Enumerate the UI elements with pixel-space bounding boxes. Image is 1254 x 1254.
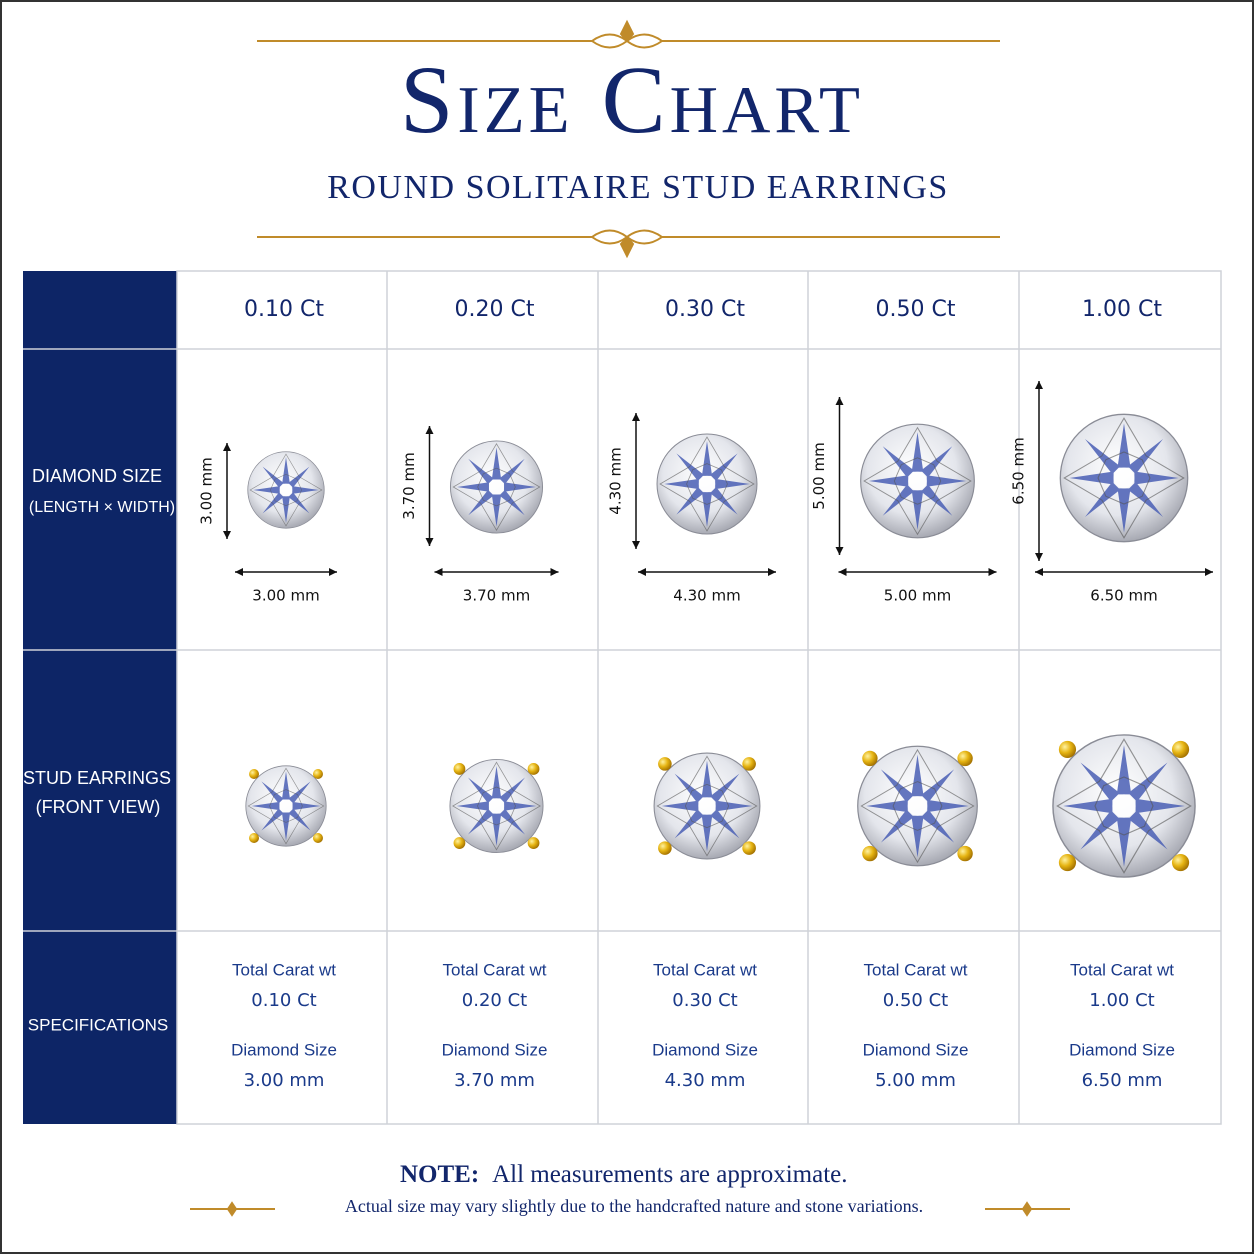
prong — [957, 845, 973, 862]
spec-value: 5.00 mm — [875, 1070, 956, 1091]
diamond — [449, 440, 544, 534]
column-header: 0.30 Ct — [665, 297, 745, 322]
stud-diamond — [1052, 734, 1196, 878]
spec-value: 0.30 Ct — [672, 990, 737, 1011]
diamond — [247, 451, 325, 529]
prong — [312, 769, 323, 780]
column-header: 0.20 Ct — [455, 297, 535, 322]
width-label: 5.00 mm — [884, 587, 951, 605]
height-label: 4.30 mm — [607, 447, 625, 514]
prong — [1171, 853, 1190, 872]
spec-value: 0.20 Ct — [462, 990, 527, 1011]
width-label: 3.00 mm — [252, 587, 319, 605]
diamond — [1059, 413, 1189, 543]
prong — [453, 763, 466, 775]
prong — [957, 750, 973, 767]
width-label: 4.30 mm — [673, 587, 740, 605]
prong — [527, 837, 540, 849]
spec-label: Diamond Size — [1069, 1040, 1175, 1059]
label-column — [23, 271, 177, 1124]
prong — [862, 750, 878, 767]
column-header: 0.50 Ct — [876, 297, 956, 322]
stud-diamond — [653, 752, 761, 860]
width-label: 6.50 mm — [1090, 587, 1157, 605]
spec-value: 0.10 Ct — [251, 990, 316, 1011]
prong — [742, 841, 756, 855]
diamond — [656, 433, 758, 535]
prong — [862, 845, 878, 862]
row-label: DIAMOND SIZE — [32, 466, 162, 486]
spec-label: Total Carat wt — [1070, 960, 1174, 979]
spec-label: Diamond Size — [863, 1040, 969, 1059]
column-header: 1.00 Ct — [1082, 297, 1162, 322]
row-label: SPECIFICATIONS — [28, 1015, 168, 1034]
prong — [453, 837, 466, 849]
prong — [249, 832, 260, 843]
height-label: 3.00 mm — [198, 457, 216, 524]
note-label: NOTE: — [400, 1161, 479, 1188]
spec-value: 0.50 Ct — [883, 990, 948, 1011]
note-ornament — [190, 1201, 1070, 1217]
spec-value: 3.00 mm — [244, 1070, 325, 1091]
prong — [1058, 740, 1077, 759]
prong — [1058, 853, 1077, 872]
top-ornament — [257, 19, 1000, 259]
spec-value: 4.30 mm — [665, 1070, 746, 1091]
spec-label: Total Carat wt — [232, 960, 336, 979]
prong — [658, 841, 672, 855]
row-label: STUD EARRINGS — [23, 768, 171, 788]
column-header: 0.10 Ct — [244, 297, 324, 322]
height-label: 6.50 mm — [1010, 437, 1028, 504]
subtitle: ROUND SOLITAIRE STUD EARRINGS — [327, 169, 949, 206]
height-label: 3.70 mm — [400, 452, 418, 519]
size-table: DIAMOND SIZE (LENGTH × WIDTH) STUD EARRI… — [23, 270, 1222, 1125]
spec-label: Total Carat wt — [864, 960, 968, 979]
title: Size Chart — [400, 46, 864, 153]
spec-label: Diamond Size — [442, 1040, 548, 1059]
row-label-sub: (FRONT VIEW) — [36, 797, 161, 817]
stud-diamond — [449, 758, 544, 854]
note-detail: Actual size may vary slightly due to the… — [345, 1196, 923, 1216]
spec-label: Diamond Size — [652, 1040, 758, 1059]
stud-diamond — [245, 765, 327, 847]
spec-label: Total Carat wt — [443, 960, 547, 979]
prong — [658, 757, 672, 771]
note-text: All measurements are approximate. — [492, 1161, 847, 1188]
spec-value: 3.70 mm — [454, 1070, 535, 1091]
table-body — [176, 270, 1222, 1125]
height-label: 5.00 mm — [810, 442, 828, 509]
spec-label: Diamond Size — [231, 1040, 337, 1059]
width-label: 3.70 mm — [463, 587, 530, 605]
prong — [527, 763, 540, 775]
spec-value: 6.50 mm — [1082, 1070, 1163, 1091]
row-label-sub: (LENGTH × WIDTH) — [29, 499, 175, 516]
prong — [249, 769, 260, 780]
stud-diamond — [857, 745, 978, 867]
spec-label: Total Carat wt — [653, 960, 757, 979]
prong — [1171, 740, 1190, 759]
spec-value: 1.00 Ct — [1089, 990, 1154, 1011]
note: NOTE: All measurements are approximate. — [400, 1161, 847, 1188]
diamond — [860, 423, 975, 539]
prong — [312, 832, 323, 843]
prong — [742, 757, 756, 771]
